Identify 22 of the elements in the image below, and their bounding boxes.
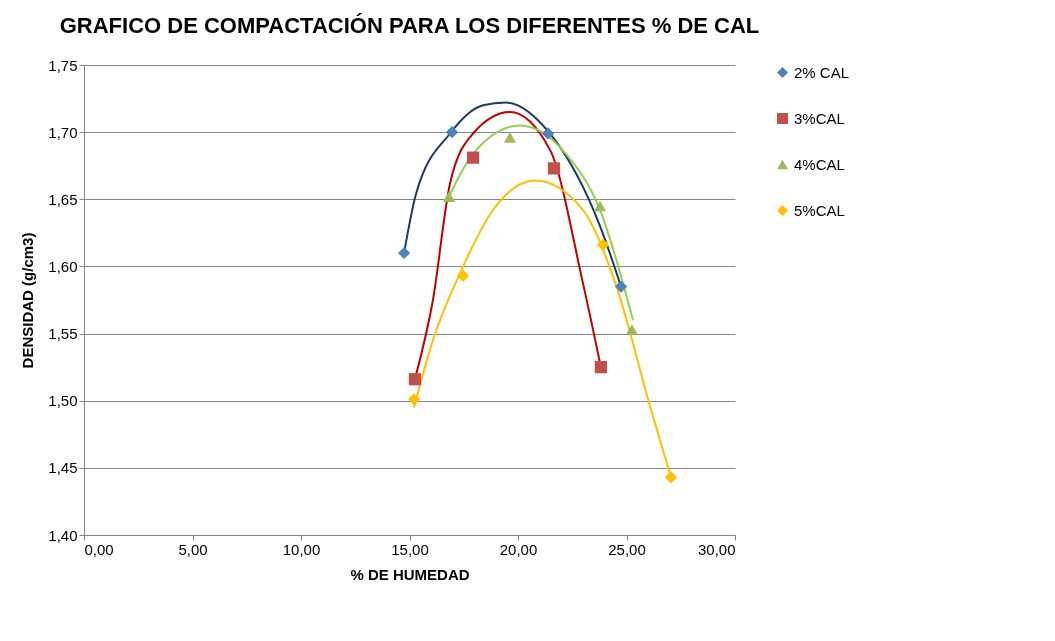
x-axis-title: % DE HUMEDAD xyxy=(350,565,470,583)
y-axis-title: DENSIDAD (g/cm3) xyxy=(19,232,37,369)
y-tick-label: 1,60 xyxy=(48,257,78,275)
chart-title: GRAFICO DE COMPACTACIÓN PARA LOS DIFERENTES % DE CAL xyxy=(59,13,760,38)
y-tick-label: 1,45 xyxy=(48,459,78,477)
legend-label: 3%CAL xyxy=(794,109,845,127)
legend-label: 5%CAL xyxy=(794,201,845,219)
legend-label: 2% CAL xyxy=(794,63,850,81)
x-tick-label: 25,00 xyxy=(608,540,646,558)
x-tick-label: 30,00 xyxy=(697,540,736,558)
x-tick-label: 0,00 xyxy=(84,540,114,558)
y-tick-label: 1,75 xyxy=(48,56,78,74)
y-tick-label: 1,50 xyxy=(48,392,78,410)
y-tick-label: 1,40 xyxy=(48,526,78,544)
x-tick-label: 15,00 xyxy=(391,540,429,558)
y-tick-label: 1,65 xyxy=(48,190,78,208)
x-tick-label: 20,00 xyxy=(499,540,538,558)
y-tick-label: 1,70 xyxy=(48,123,78,141)
x-tick-label: 5,00 xyxy=(178,540,208,558)
legend-label: 4%CAL xyxy=(794,155,845,173)
x-tick-label: 10,00 xyxy=(282,540,321,558)
y-tick-label: 1,55 xyxy=(48,325,78,343)
